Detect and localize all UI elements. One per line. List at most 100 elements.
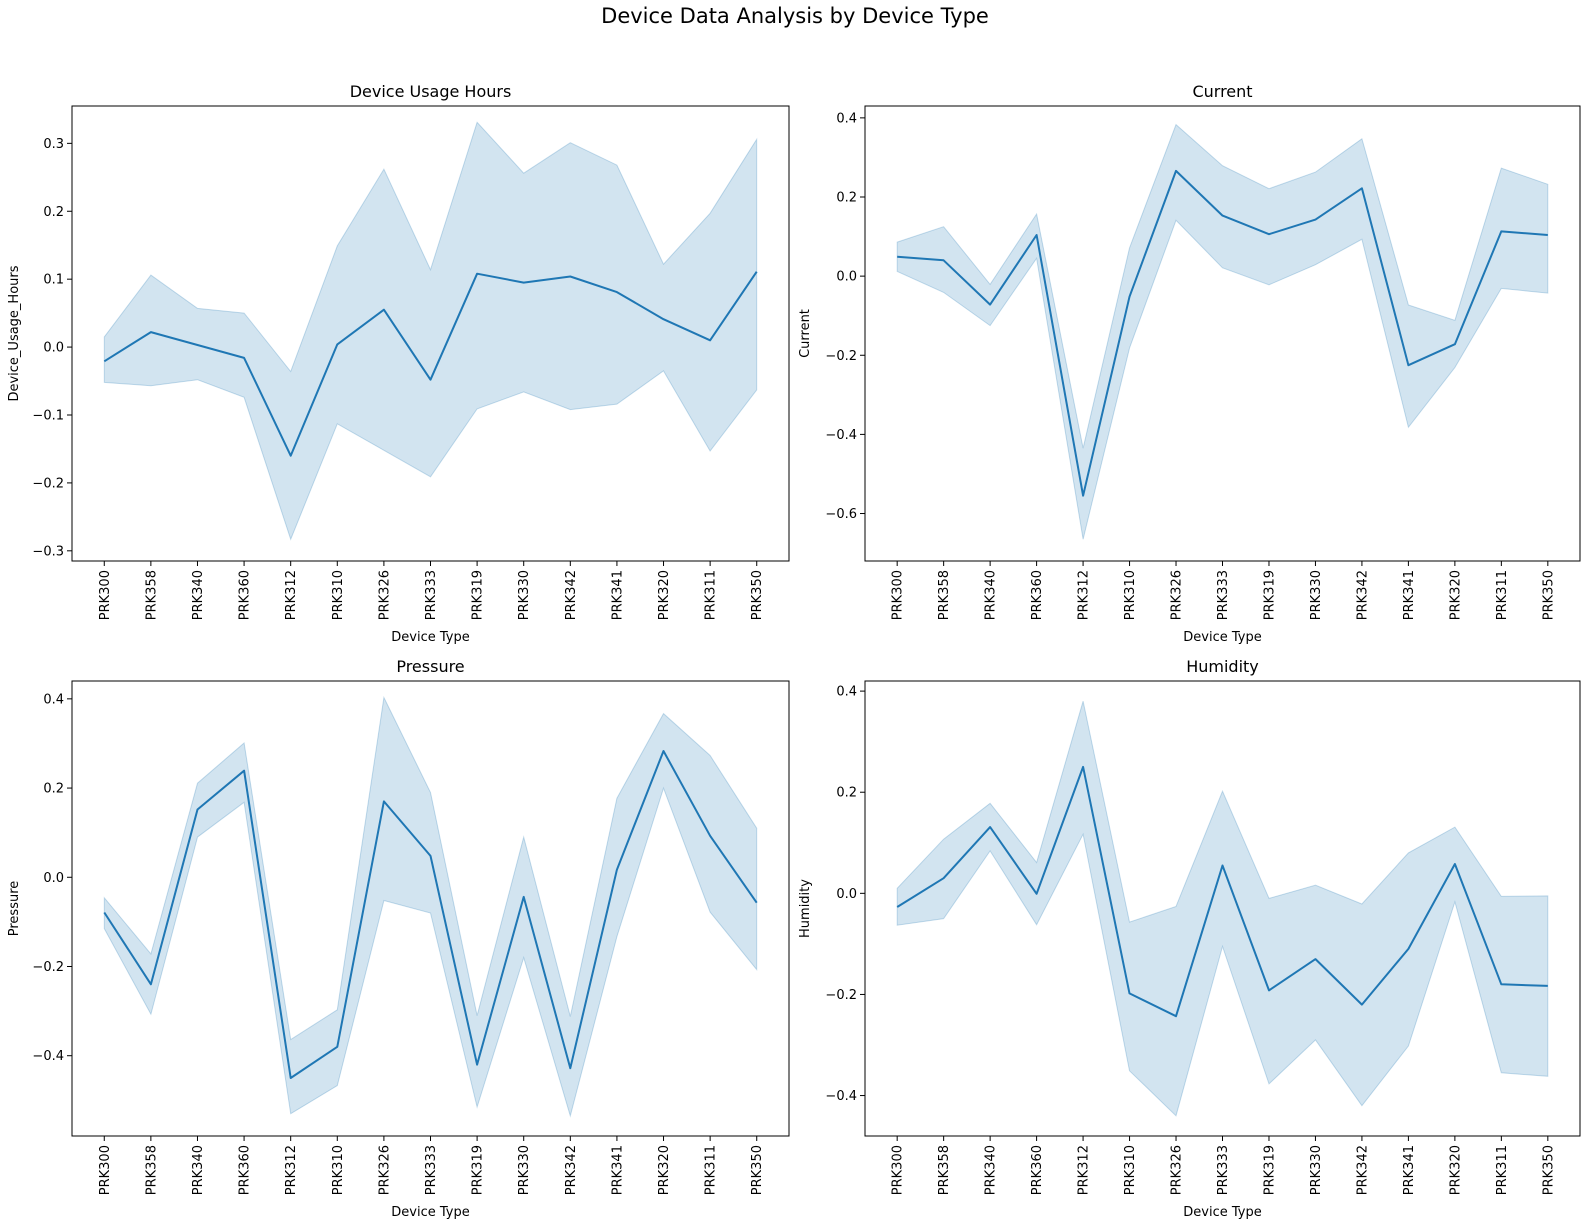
data-point bbox=[195, 807, 200, 812]
data-point bbox=[1174, 1014, 1179, 1019]
data-point bbox=[895, 905, 900, 910]
data-point bbox=[521, 894, 526, 899]
data-point bbox=[754, 269, 759, 274]
data-point bbox=[1313, 217, 1318, 222]
x-tick-label: PRK320 bbox=[657, 570, 672, 620]
confidence-band bbox=[896, 123, 1549, 540]
data-point bbox=[614, 867, 619, 872]
y-tick-label: 0.1 bbox=[43, 273, 64, 288]
confidence-band bbox=[103, 121, 758, 541]
x-tick-label: PRK312 bbox=[1077, 1145, 1092, 1195]
data-point bbox=[1545, 983, 1550, 988]
data-point bbox=[988, 302, 993, 307]
panel-title: Pressure bbox=[396, 657, 464, 676]
data-point bbox=[335, 1044, 340, 1049]
data-point bbox=[941, 876, 946, 881]
data-point bbox=[941, 258, 946, 263]
y-axis-label: Device_Usage_Hours bbox=[7, 265, 22, 401]
x-tick-label: PRK342 bbox=[564, 570, 579, 620]
y-tick-label: 0.4 bbox=[836, 685, 857, 700]
x-tick-label: PRK326 bbox=[377, 570, 392, 620]
y-tick-label: 0.0 bbox=[43, 341, 64, 356]
panel-3: Humidity −0.4 −0.2 0.0 0.2 0.4 PRK300 PRK358 PRK… bbox=[798, 657, 1581, 1220]
data-point bbox=[1174, 168, 1179, 173]
x-tick-label: PRK333 bbox=[1216, 1145, 1231, 1195]
x-tick-label: PRK358 bbox=[937, 1145, 952, 1195]
data-point bbox=[1267, 988, 1272, 993]
x-tick-label: PRK319 bbox=[1262, 1145, 1277, 1195]
y-tick-label: 0.4 bbox=[43, 692, 64, 707]
x-tick-label: PRK326 bbox=[1170, 1145, 1185, 1195]
x-tick-label: PRK311 bbox=[1495, 1145, 1510, 1195]
y-tick-label: 0.2 bbox=[43, 205, 64, 220]
y-tick-label: 0.0 bbox=[43, 871, 64, 886]
data-point bbox=[1267, 232, 1272, 237]
data-point bbox=[148, 982, 153, 987]
x-tick-label: PRK311 bbox=[704, 570, 719, 620]
x-tick-label: PRK310 bbox=[1123, 1145, 1138, 1195]
panel-0: Device Usage Hours −0.3 −0.2 −0.1 0.0 0.1 0.2 0… bbox=[7, 82, 790, 645]
x-tick-label: PRK320 bbox=[1448, 570, 1463, 620]
y-tick-label: −0.2 bbox=[825, 988, 857, 1003]
x-tick-label: PRK342 bbox=[1355, 1145, 1370, 1195]
data-point bbox=[475, 271, 480, 276]
x-tick-label: PRK333 bbox=[424, 1145, 439, 1195]
data-point bbox=[754, 900, 759, 905]
y-tick-label: 0.2 bbox=[43, 782, 64, 797]
x-tick-label: PRK330 bbox=[1309, 570, 1324, 620]
panel-1: Current −0.6 −0.4 −0.2 0.0 0.2 0.4 PRK300 PRK358… bbox=[798, 82, 1581, 645]
data-point bbox=[1499, 229, 1504, 234]
data-point bbox=[381, 799, 386, 804]
x-tick-label: PRK350 bbox=[750, 1145, 765, 1195]
data-point bbox=[708, 338, 713, 343]
data-point bbox=[1127, 991, 1132, 996]
data-point bbox=[1545, 233, 1550, 238]
y-tick-label: −0.2 bbox=[32, 476, 64, 491]
x-axis-label: Device Type bbox=[391, 630, 469, 645]
x-tick-label: PRK330 bbox=[1309, 1145, 1324, 1195]
y-axis-label: Humidity bbox=[798, 879, 813, 938]
x-tick-label: PRK310 bbox=[1123, 570, 1138, 620]
data-point bbox=[195, 343, 200, 348]
y-tick-label: −0.3 bbox=[32, 544, 64, 559]
x-tick-label: PRK326 bbox=[1170, 570, 1185, 620]
data-point bbox=[288, 453, 293, 458]
x-tick-label: PRK330 bbox=[517, 570, 532, 620]
y-axis-label: Current bbox=[798, 309, 813, 358]
y-tick-label: −0.2 bbox=[32, 960, 64, 975]
series-line bbox=[897, 169, 1548, 497]
x-tick-label: PRK360 bbox=[238, 1145, 253, 1195]
y-tick-label: −0.4 bbox=[825, 428, 857, 443]
x-axis-label: Device Type bbox=[1183, 1205, 1261, 1220]
data-point bbox=[895, 254, 900, 259]
data-point bbox=[102, 359, 107, 364]
data-point bbox=[1359, 186, 1364, 191]
y-tick-label: −0.2 bbox=[825, 349, 857, 364]
x-tick-label: PRK340 bbox=[191, 570, 206, 620]
series-line bbox=[896, 765, 1548, 1018]
data-point bbox=[1406, 946, 1411, 951]
x-tick-label: PRK300 bbox=[98, 1145, 113, 1195]
data-point bbox=[708, 833, 713, 838]
data-point bbox=[1034, 891, 1039, 896]
x-tick-label: PRK350 bbox=[1541, 1145, 1556, 1195]
x-tick-label: PRK300 bbox=[891, 570, 906, 620]
y-tick-label: 0.2 bbox=[836, 786, 857, 801]
x-tick-label: PRK320 bbox=[657, 1145, 672, 1195]
x-tick-label: PRK330 bbox=[517, 1145, 532, 1195]
x-tick-label: PRK341 bbox=[610, 1145, 625, 1195]
x-tick-label: PRK311 bbox=[1495, 570, 1510, 620]
data-point bbox=[1220, 863, 1225, 868]
y-tick-label: 0.3 bbox=[43, 137, 64, 152]
data-point bbox=[1452, 342, 1457, 347]
x-tick-label: PRK312 bbox=[284, 1145, 299, 1195]
data-point bbox=[1406, 363, 1411, 368]
x-tick-label: PRK310 bbox=[331, 1145, 346, 1195]
x-tick-label: PRK360 bbox=[1030, 570, 1045, 620]
data-point bbox=[1452, 862, 1457, 867]
data-point bbox=[102, 910, 107, 915]
data-point bbox=[475, 1062, 480, 1067]
x-tick-label: PRK341 bbox=[610, 570, 625, 620]
y-tick-label: 0.0 bbox=[836, 270, 857, 285]
